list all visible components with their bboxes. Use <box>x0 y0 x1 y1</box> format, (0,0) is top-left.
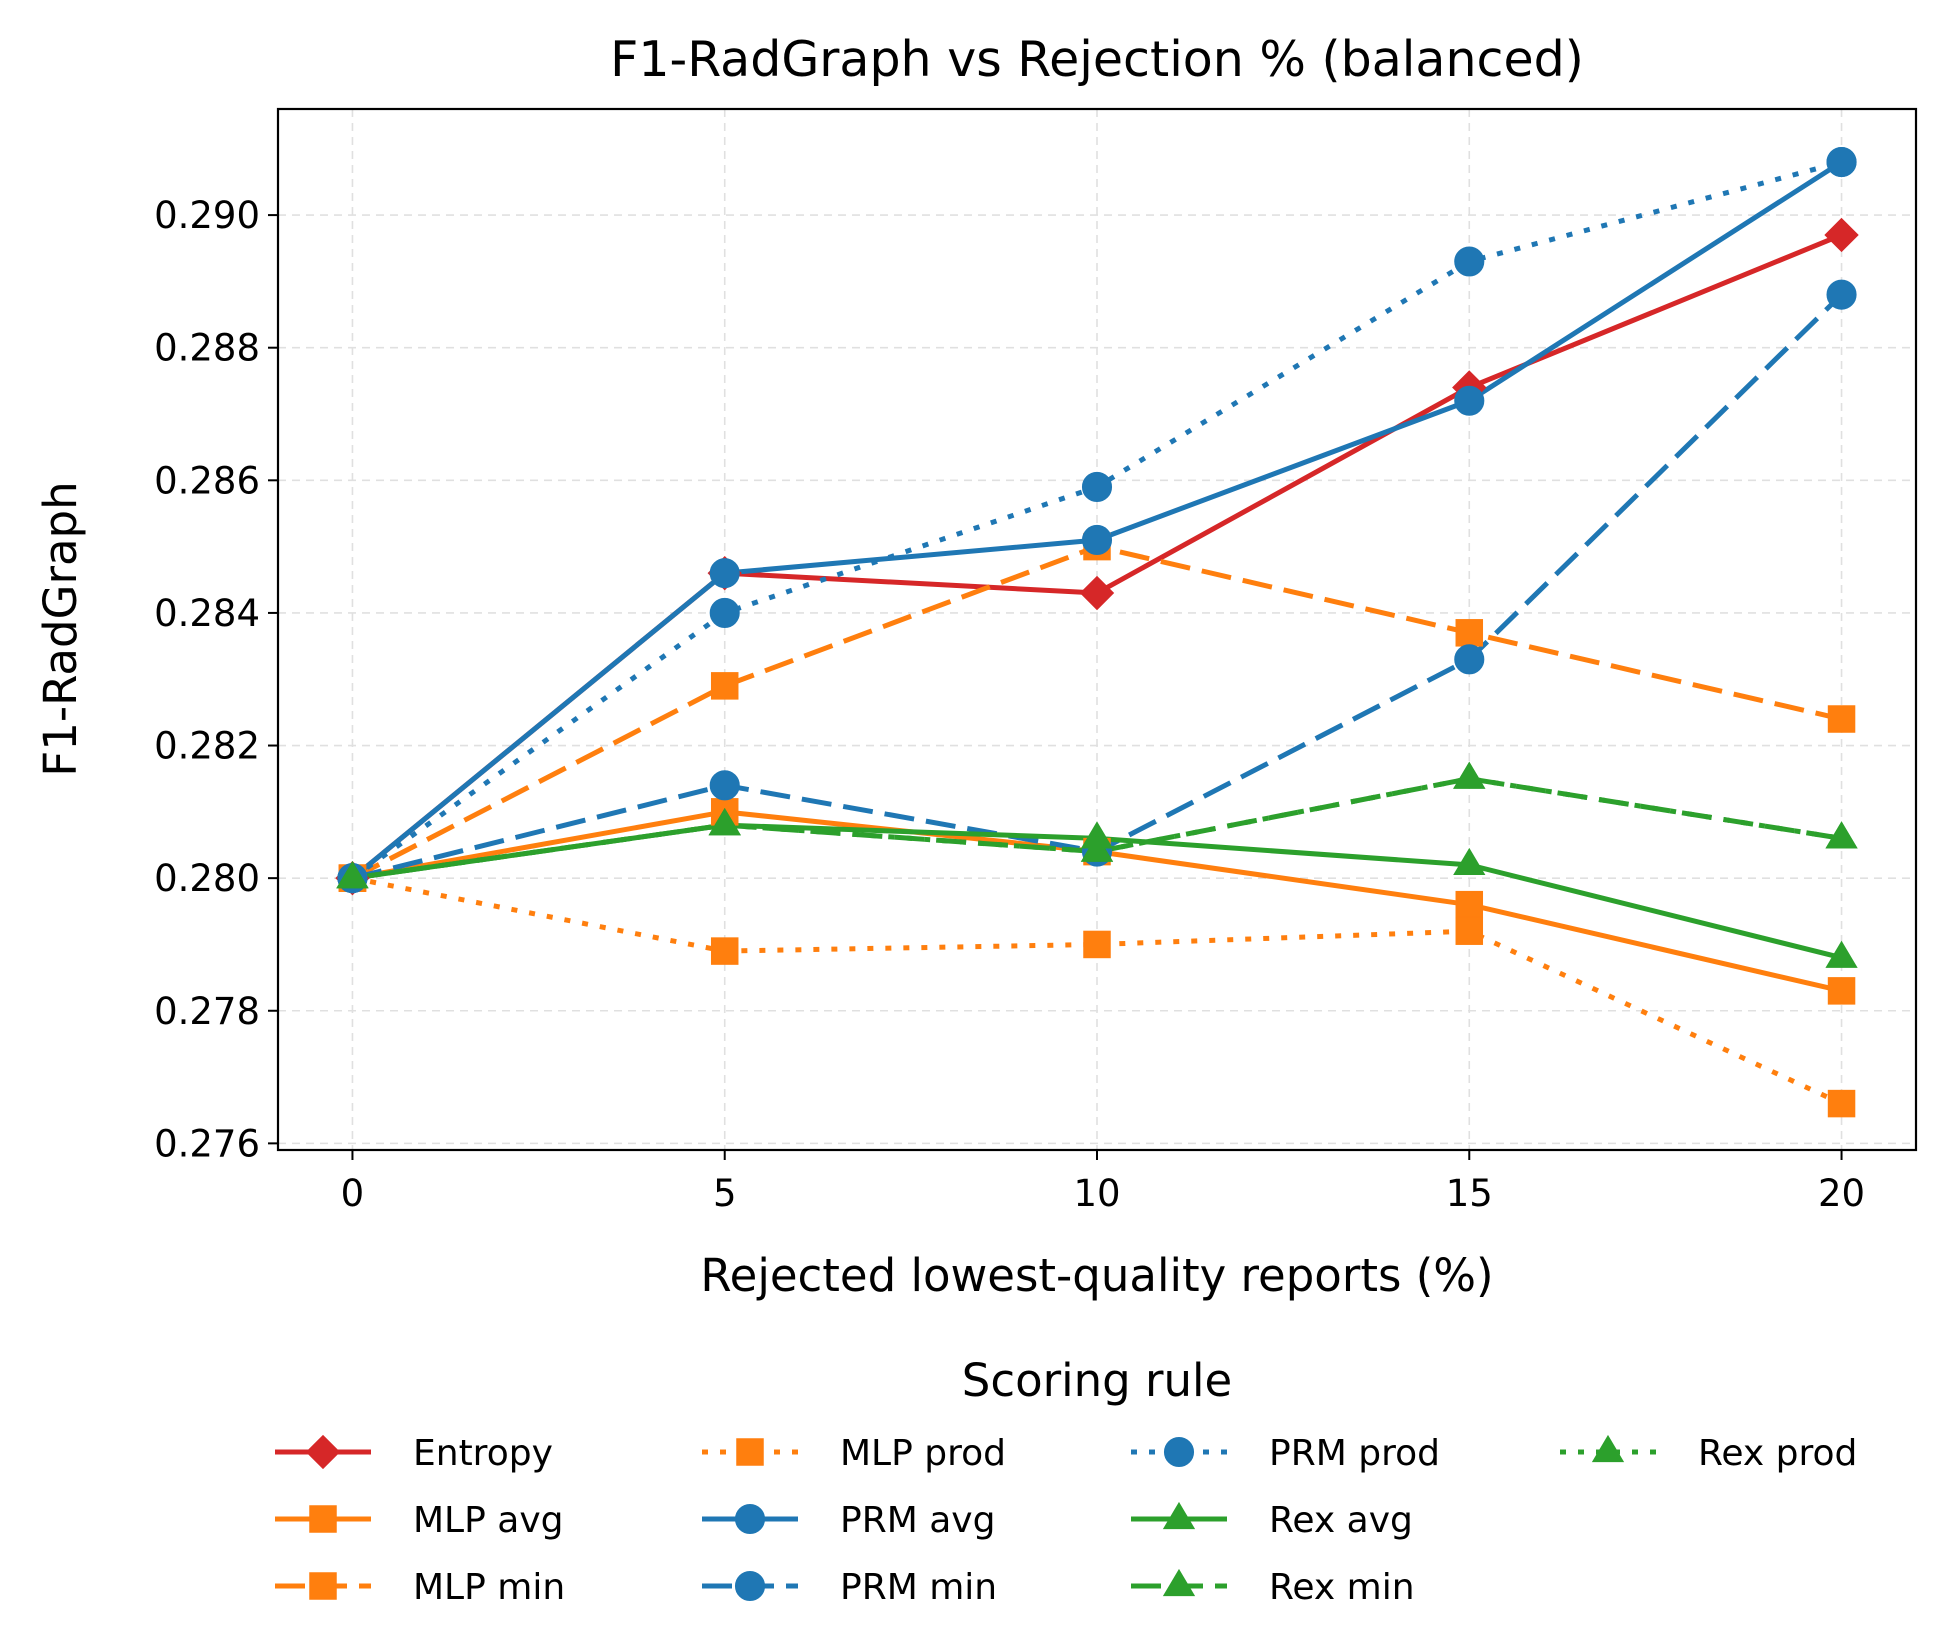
data-point-prm-prod <box>1454 246 1485 277</box>
data-point-prm-min <box>1454 644 1485 675</box>
legend-label: PRM avg <box>840 1500 995 1541</box>
legend-item-rex-min: Rex min <box>1131 1567 1415 1608</box>
y-tick-label: 0.282 <box>154 725 260 768</box>
y-tick-label: 0.276 <box>154 1122 260 1165</box>
x-tick-label: 5 <box>713 1172 737 1215</box>
data-point-rex-prod <box>336 861 369 889</box>
legend-label: PRM prod <box>1269 1433 1440 1474</box>
legend-label: PRM min <box>840 1567 997 1608</box>
legend-item-prm-min: PRM min <box>702 1567 997 1608</box>
data-point-mlp-prod <box>1455 917 1484 945</box>
legend-label: Rex min <box>1269 1567 1415 1608</box>
legend-item-mlp-avg: MLP avg <box>275 1500 564 1541</box>
legend-label: Rex prod <box>1698 1433 1857 1474</box>
data-point-rex-avg <box>1453 847 1486 875</box>
legend-marker <box>309 1505 337 1533</box>
legend-marker <box>309 1572 337 1600</box>
legend-marker <box>734 1503 766 1535</box>
y-tick-label: 0.278 <box>154 990 260 1033</box>
legend-marker <box>1591 1434 1625 1463</box>
legend-item-rex-prod: Rex prod <box>1560 1433 1857 1474</box>
legend-title: Scoring rule <box>962 1354 1232 1407</box>
legend-item-prm-avg: PRM avg <box>702 1500 995 1541</box>
x-tick-label: 15 <box>1446 1172 1493 1215</box>
legend-marker <box>736 1438 764 1466</box>
legend-marker <box>734 1570 766 1602</box>
x-tick-label: 10 <box>1073 1172 1120 1215</box>
data-point-rex-avg <box>1825 940 1858 968</box>
data-point-mlp-prod <box>1083 930 1111 959</box>
data-point-prm-prod <box>1081 471 1113 502</box>
series-markers <box>335 146 1859 1118</box>
legend-item-entropy: Entropy <box>275 1433 553 1474</box>
legend-marker <box>1162 1501 1196 1530</box>
data-point-mlp-min <box>1827 705 1856 733</box>
y-axis-ticks: 0.276 0.278 0.280 0.282 0.284 0.286 0.288 0.290 <box>154 194 278 1165</box>
data-point-mlp-min <box>1455 619 1484 647</box>
x-tick-label: 20 <box>1818 1172 1865 1215</box>
data-point-mlp-prod <box>1827 1089 1856 1118</box>
y-tick-label: 0.280 <box>154 857 260 900</box>
x-tick-label: 0 <box>341 1172 365 1215</box>
legend-label: Entropy <box>413 1433 553 1474</box>
x-axis-label: Rejected lowest-quality reports (%) <box>700 1249 1493 1302</box>
data-point-mlp-avg <box>1455 890 1484 919</box>
legend-label: MLP prod <box>840 1433 1006 1474</box>
y-tick-label: 0.286 <box>154 459 260 502</box>
series-line-mlp-prod <box>351 875 1843 1106</box>
legend-label: Rex avg <box>1269 1500 1413 1541</box>
legend-item-mlp-min: MLP min <box>275 1567 565 1608</box>
data-point-rex-prod <box>1825 821 1858 849</box>
legend-label: MLP min <box>413 1567 565 1608</box>
legend-label: MLP avg <box>413 1500 564 1541</box>
legend-marker <box>305 1434 341 1470</box>
data-point-prm-prod <box>1826 146 1857 178</box>
legend-item-rex-avg: Rex avg <box>1131 1500 1413 1541</box>
y-tick-label: 0.290 <box>154 194 260 237</box>
data-point-rex-prod <box>1453 761 1486 789</box>
legend: Entropy MLP avg MLP min MLP prod PRM avg PRM … <box>275 1433 1857 1608</box>
data-point-prm-avg <box>709 558 740 589</box>
data-point-rex-prod <box>1080 834 1114 862</box>
y-tick-label: 0.284 <box>154 592 260 635</box>
data-point-prm-prod <box>709 597 740 628</box>
data-point-prm-min <box>1826 279 1857 310</box>
data-point-prm-min <box>709 770 740 801</box>
data-point-entropy <box>1079 575 1115 611</box>
chart-title: F1-RadGraph vs Rejection % (balanced) <box>610 31 1584 88</box>
data-point-prm-avg <box>1454 385 1485 416</box>
data-point-entropy <box>1824 217 1859 253</box>
data-point-prm-avg <box>1081 524 1113 556</box>
legend-item-prm-prod: PRM prod <box>1131 1433 1440 1474</box>
data-point-mlp-min <box>710 672 739 700</box>
legend-marker <box>1163 1436 1195 1468</box>
legend-marker <box>1162 1568 1196 1597</box>
legend-item-mlp-prod: MLP prod <box>702 1433 1006 1474</box>
data-point-mlp-avg <box>1827 977 1856 1005</box>
y-tick-label: 0.288 <box>154 327 260 370</box>
y-axis-label: F1-RadGraph <box>34 481 87 776</box>
x-axis-ticks: 0 5 10 15 20 <box>341 1150 1865 1215</box>
data-point-rex-prod <box>708 808 741 836</box>
data-point-mlp-prod <box>710 937 739 965</box>
